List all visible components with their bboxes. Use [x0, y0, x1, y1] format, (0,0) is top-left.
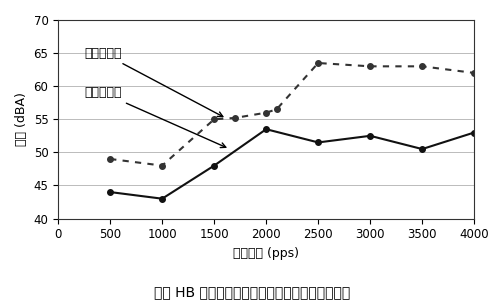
Y-axis label: 噪音 (dBA): 噪音 (dBA): [15, 92, 28, 146]
Text: 两相 HB 型步进电机的定子刚性不同时的噪音比较: 两相 HB 型步进电机的定子刚性不同时的噪音比较: [154, 285, 350, 299]
X-axis label: 驱动频率 (pps): 驱动频率 (pps): [233, 247, 299, 260]
Text: 刚性改善后: 刚性改善后: [84, 47, 223, 117]
Text: 刚性改善前: 刚性改善前: [84, 86, 226, 148]
